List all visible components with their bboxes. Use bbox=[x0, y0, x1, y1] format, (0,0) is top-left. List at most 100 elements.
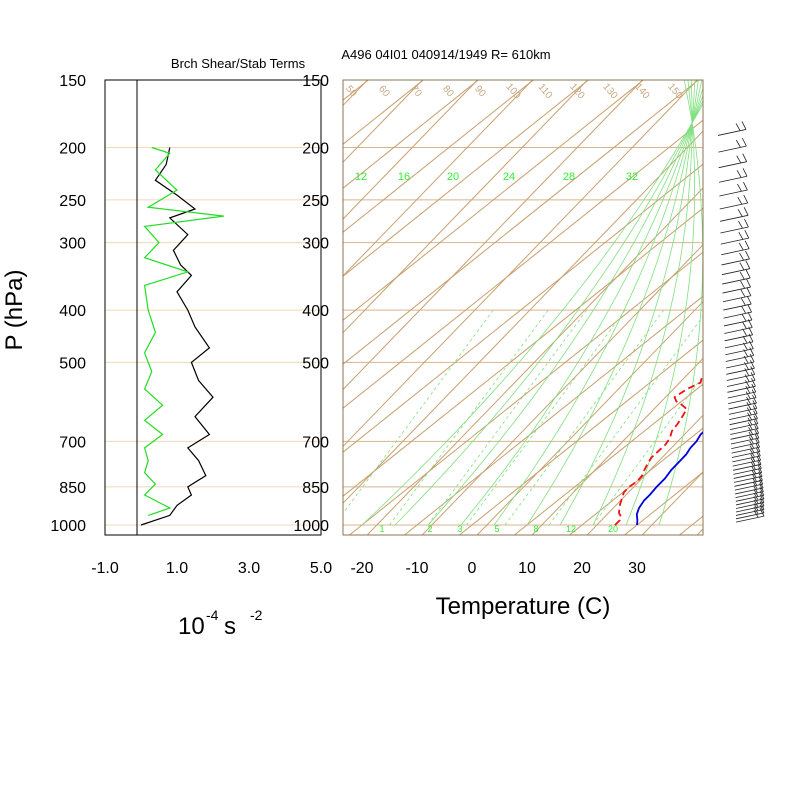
theta-label: 80 bbox=[440, 84, 456, 100]
isotherm-line bbox=[343, 80, 535, 233]
shear-y-tick-label: 200 bbox=[59, 140, 86, 157]
theta-label: 150 bbox=[665, 81, 684, 101]
mixing-ratio-label-top: 28 bbox=[563, 171, 575, 183]
wind-barb bbox=[726, 366, 756, 381]
wind-barb bbox=[719, 194, 749, 210]
dry-adiabat-line bbox=[0, 0, 283, 560]
skewt-y-tick-label: 400 bbox=[302, 303, 329, 320]
wind-barbs bbox=[717, 121, 765, 523]
pressure-gridlines bbox=[105, 79, 703, 526]
skewt-y-tick-label: 500 bbox=[302, 355, 329, 372]
dewpoint-line bbox=[614, 373, 703, 526]
mixing-ratio-label-bottom: 2 bbox=[427, 524, 432, 534]
skewt-x-tick-label: 30 bbox=[628, 560, 646, 577]
dry-adiabat-line bbox=[343, 130, 703, 504]
isotherm-line bbox=[343, 207, 703, 497]
skewt-y-tick-label: 850 bbox=[302, 480, 329, 497]
dry-adiabat-line bbox=[421, 244, 703, 535]
dry-adiabat-line bbox=[696, 528, 703, 535]
wind-barb bbox=[727, 372, 756, 387]
wind-barb bbox=[723, 295, 752, 311]
moist-adiabat-line bbox=[460, 86, 703, 526]
shear-x-label-exp1: -4 bbox=[206, 607, 219, 623]
skewt-y-tick-labels: 150 200 250 300 400 500 700 850 1000 bbox=[293, 73, 329, 535]
wind-barb bbox=[729, 415, 759, 431]
shear-y-tick-label: 1000 bbox=[50, 518, 86, 535]
shear-y-tick-label: 250 bbox=[59, 193, 86, 210]
wind-barb bbox=[725, 347, 755, 362]
isotherm-line bbox=[343, 80, 645, 321]
isotherm-line bbox=[348, 251, 703, 535]
shear-y-tick-label: 700 bbox=[59, 434, 86, 451]
wind-barb bbox=[734, 475, 764, 491]
wind-barb bbox=[731, 438, 761, 454]
wind-barb bbox=[730, 425, 759, 440]
wind-barb bbox=[721, 260, 751, 276]
wind-barb bbox=[717, 121, 747, 136]
wind-barb bbox=[735, 504, 765, 520]
mixing-ratio-label-top: 24 bbox=[503, 171, 515, 183]
wind-barb bbox=[734, 468, 763, 483]
skewt-y-tick-label: 150 bbox=[302, 73, 329, 90]
wind-barb bbox=[721, 250, 750, 266]
isotherm-line bbox=[568, 427, 703, 535]
mixing-ratio-label-bottom: 1 bbox=[379, 524, 384, 534]
shear-x-axis-label: 10 -4 s -2 bbox=[178, 607, 263, 640]
wind-barb bbox=[718, 168, 748, 183]
theta-label: 50 bbox=[343, 84, 359, 100]
mixing-ratio-label-bottom: 3 bbox=[457, 524, 462, 534]
skewt-x-axis-label: Temperature (C) bbox=[436, 593, 611, 620]
shear-panel-frame bbox=[104, 79, 322, 536]
dry-adiabat-line bbox=[0, 0, 338, 560]
wind-barb bbox=[730, 429, 760, 445]
moist-adiabat-line bbox=[394, 99, 703, 526]
wind-barb bbox=[723, 311, 753, 327]
shear-term-line bbox=[140, 147, 214, 526]
dry-adiabat-line bbox=[343, 80, 589, 334]
wind-barb bbox=[735, 507, 765, 523]
mixing-ratio-label-bottom: 12 bbox=[566, 524, 576, 534]
moist-adiabat-line bbox=[625, 80, 695, 526]
mixing-ratio-label-bottom: 20 bbox=[608, 524, 618, 534]
wind-barb bbox=[721, 240, 750, 256]
wind-barb bbox=[724, 326, 754, 342]
mixing-ratio-line bbox=[427, 309, 587, 526]
isotherm-line bbox=[343, 80, 425, 145]
wind-barb bbox=[733, 460, 762, 475]
wind-barb bbox=[727, 383, 757, 399]
dry-adiabat-line bbox=[783, 0, 800, 560]
theta-label: 100 bbox=[503, 81, 522, 101]
wind-barb bbox=[724, 333, 754, 349]
wind-barb bbox=[725, 340, 754, 356]
stability-term-line bbox=[143, 146, 224, 516]
skewt-x-tick-label: -20 bbox=[350, 560, 373, 577]
skewt-x-tick-label: -10 bbox=[405, 560, 428, 577]
skewt-x-tick-label: 10 bbox=[518, 560, 536, 577]
theta-label: 60 bbox=[376, 84, 392, 100]
wind-barb bbox=[731, 434, 760, 449]
shear-x-tick-label: 5.0 bbox=[310, 560, 332, 577]
skewt-y-tick-label: 200 bbox=[302, 140, 329, 157]
theta-label: 140 bbox=[632, 81, 651, 101]
isotherm-line bbox=[343, 163, 703, 453]
theta-label: 70 bbox=[408, 84, 424, 100]
moist-adiabat-line bbox=[526, 80, 699, 526]
isotherm-line bbox=[343, 119, 703, 409]
skewt-y-tick-label: 1000 bbox=[293, 518, 329, 535]
wind-barb bbox=[731, 443, 761, 458]
shear-y-tick-label: 850 bbox=[59, 480, 86, 497]
skewt-background-lines bbox=[0, 0, 800, 560]
mixing-ratio-line bbox=[389, 309, 549, 526]
wind-barb bbox=[722, 278, 751, 294]
moist-adiabat-line bbox=[361, 102, 703, 526]
isotherm-line bbox=[513, 383, 703, 535]
wind-barb bbox=[718, 153, 748, 169]
mixing-ratio-line bbox=[504, 309, 664, 526]
mixing-ratio-label-bottom: 8 bbox=[533, 524, 538, 534]
mixing-ratio-label-top: 12 bbox=[355, 171, 367, 183]
skewt-x-tick-label: 0 bbox=[468, 560, 477, 577]
skewt-chart-title: A496 04I01 040914/1949 R= 610km bbox=[341, 47, 550, 62]
dry-adiabat-line bbox=[531, 357, 703, 535]
skewt-y-tick-label: 300 bbox=[302, 236, 329, 253]
wind-barb bbox=[718, 137, 747, 153]
